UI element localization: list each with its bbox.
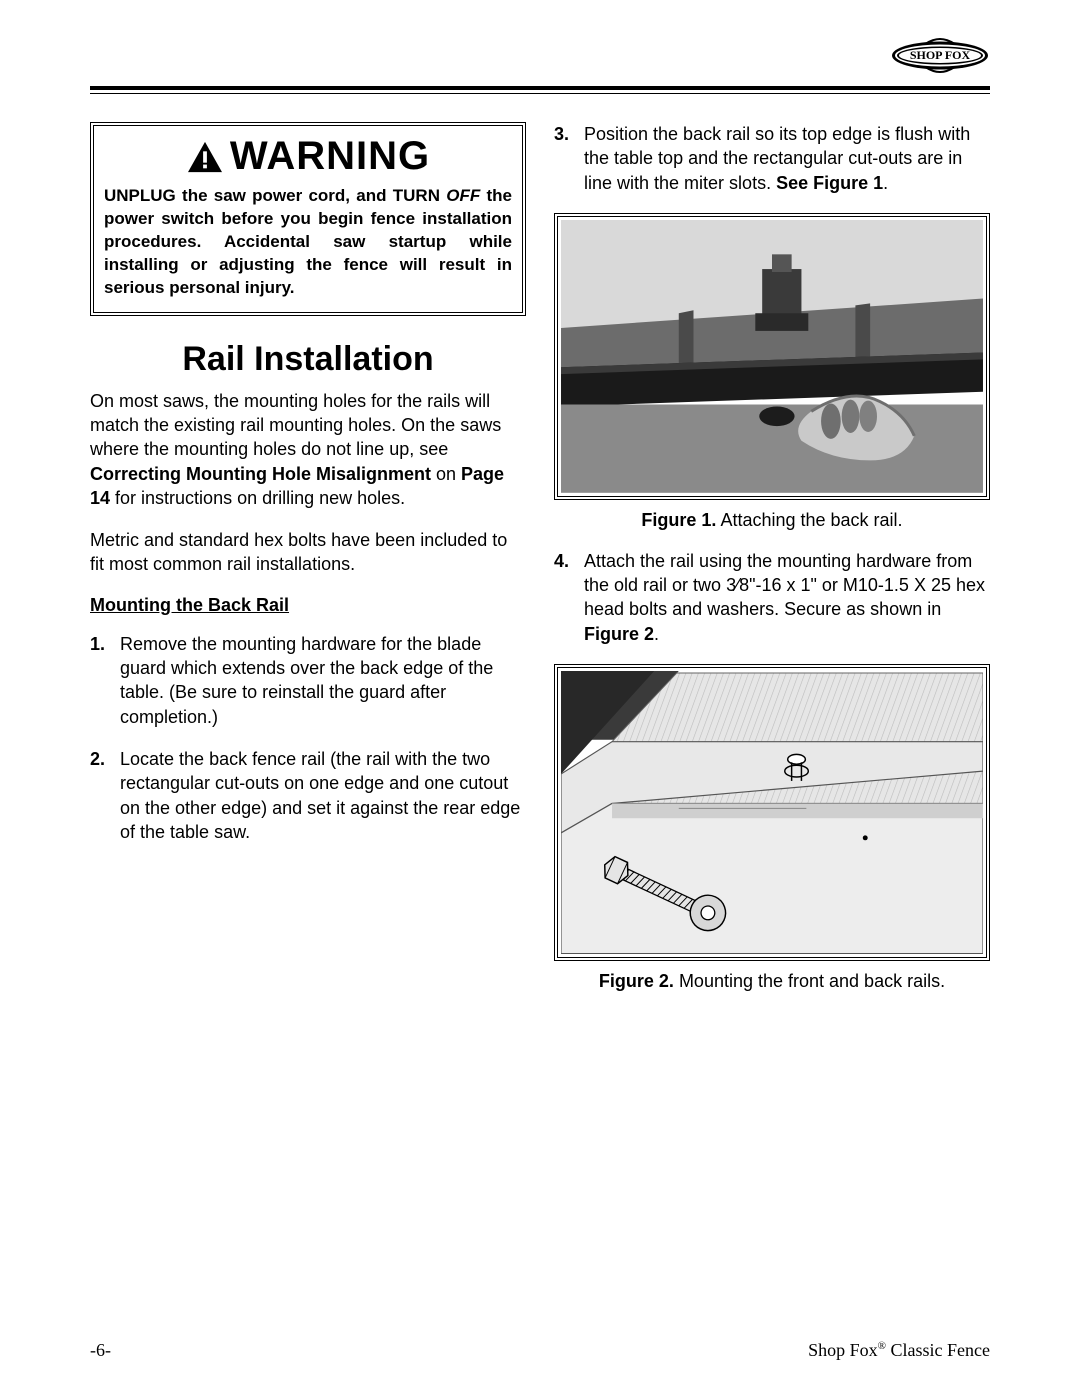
page-header: SHOP FOX: [90, 30, 990, 80]
right-steps-2: Attach the rail using the mounting hardw…: [554, 549, 990, 646]
warning-body: UNPLUG the saw power cord, and TURN OFF …: [104, 185, 512, 300]
shop-fox-logo: SHOP FOX: [890, 33, 990, 78]
footer-right: Shop Fox® Classic Fence: [808, 1340, 990, 1361]
content-columns: WARNING UNPLUG the saw power cord, and T…: [90, 122, 990, 1010]
figure-2-image: [561, 671, 983, 954]
step-item: Position the back rail so its top edge i…: [554, 122, 990, 195]
subheading: Mounting the Back Rail: [90, 595, 526, 616]
page-number: -6-: [90, 1340, 111, 1361]
figure-1-caption: Figure 1. Attaching the back rail.: [554, 510, 990, 531]
figure-1-image: [561, 220, 983, 493]
svg-text:SHOP FOX: SHOP FOX: [910, 48, 971, 62]
warning-box: WARNING UNPLUG the saw power cord, and T…: [90, 122, 526, 316]
step-item: Locate the back fence rail (the rail wit…: [90, 747, 526, 844]
intro-para-2: Metric and standard hex bolts have been …: [90, 528, 526, 577]
intro-para-1: On most saws, the mounting holes for the…: [90, 389, 526, 510]
right-steps-1: Position the back rail so its top edge i…: [554, 122, 990, 195]
section-title: Rail Installation: [90, 340, 526, 379]
warning-heading: WARNING: [104, 134, 512, 179]
right-column: Position the back rail so its top edge i…: [554, 122, 990, 1010]
warning-title: WARNING: [230, 134, 430, 179]
warning-triangle-icon: [186, 140, 224, 174]
step-item: Remove the mounting hardware for the bla…: [90, 632, 526, 729]
figure-2-caption: Figure 2. Mounting the front and back ra…: [554, 971, 990, 992]
figure-1: [554, 213, 990, 500]
header-rule: [90, 86, 990, 94]
step-item: Attach the rail using the mounting hardw…: [554, 549, 990, 646]
page-footer: -6- Shop Fox® Classic Fence: [90, 1340, 990, 1361]
figure-2: [554, 664, 990, 961]
left-steps: Remove the mounting hardware for the bla…: [90, 632, 526, 844]
left-column: WARNING UNPLUG the saw power cord, and T…: [90, 122, 526, 1010]
